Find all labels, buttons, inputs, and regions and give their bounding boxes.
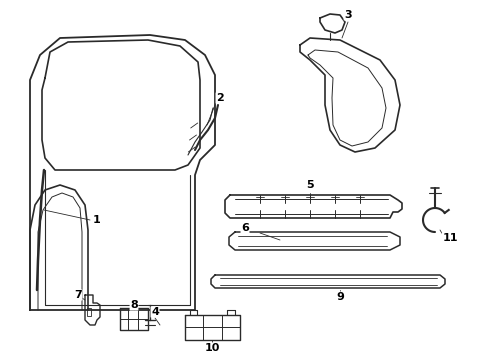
Text: 6: 6 [241,223,249,233]
Text: 11: 11 [442,233,458,243]
Text: 4: 4 [151,307,159,317]
Text: 2: 2 [216,93,224,103]
Text: 10: 10 [204,343,220,353]
Text: 7: 7 [74,290,82,300]
Text: 8: 8 [130,300,138,310]
Bar [87,308,91,316]
Text: 1: 1 [93,215,101,225]
Text: 3: 3 [344,10,352,20]
Text: 9: 9 [336,292,344,302]
Text: 5: 5 [306,180,314,190]
